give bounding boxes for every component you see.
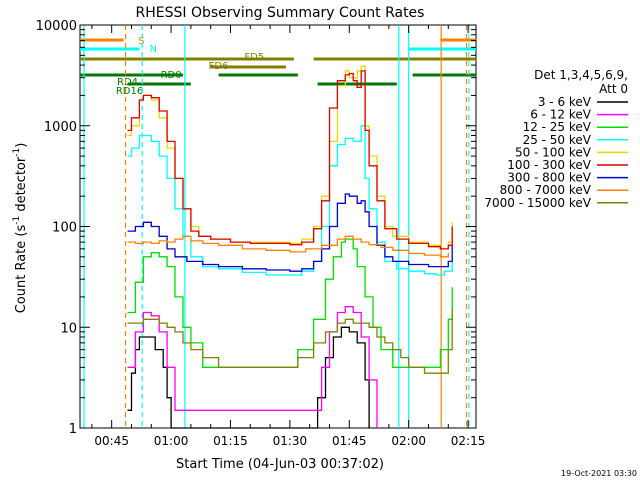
x-tick-label-1: 01:00 [154, 434, 189, 448]
legend-label-8: 7000 - 15000 keV [484, 196, 591, 210]
timestamp: 19-Oct-2021 03:30 [561, 469, 637, 478]
x-tick-label-0: 00:45 [94, 434, 129, 448]
series-line-1 [127, 306, 378, 428]
status-bar-label-rd16: RD16 [116, 86, 143, 97]
status-bar-label-fd6: FD6 [209, 61, 229, 72]
legend-header-1: Det 1,3,4,5,6,9, [534, 68, 628, 82]
x-tick-label-5: 02:00 [391, 434, 426, 448]
legend-label-2: 12 - 25 keV [523, 120, 592, 134]
x-axis-label: Start Time (04-Jun-03 00:37:02) [176, 457, 384, 472]
status-bar-label-rd0: RD0 [161, 70, 182, 81]
axes: 00:45 01:00 01:15 01:30 01:45 02:00 02:15 1 10 10… [36, 19, 486, 448]
series-line-7 [127, 235, 449, 258]
y-tick-label-1: 10 [60, 321, 77, 336]
series-lines [127, 65, 453, 429]
chart-title: RHESSI Observing Summary Count Rates [136, 5, 425, 21]
legend-label-6: 300 - 800 keV [507, 171, 591, 185]
x-tick-label-2: 01:15 [213, 434, 248, 448]
series-line-2 [127, 238, 453, 368]
series-line-8 [127, 309, 453, 374]
y-axis-label-sup1: -1 [12, 216, 22, 225]
y-axis-label: Count Rate (s-1 detector-1) [12, 143, 29, 314]
legend-label-7: 800 - 7000 keV [500, 183, 592, 197]
status-bar-label-n: N [150, 44, 157, 55]
y-axis-label-mid: detector [14, 156, 29, 216]
status-bars: SNFD5FD6RD0RD4RD16 [80, 36, 476, 97]
series-line-5 [127, 70, 453, 250]
x-tick-label-4: 01:45 [332, 434, 367, 448]
y-axis-label-end: ) [14, 143, 29, 148]
status-bar-label-s: S [138, 36, 144, 47]
status-bar-label-fd5: FD5 [244, 52, 264, 63]
legend-label-3: 25 - 50 keV [523, 133, 592, 147]
legend-label-0: 3 - 6 keV [538, 95, 592, 109]
y-axis-label-main: Count Rate (s [14, 225, 29, 314]
legend-header-2: Att 0 [599, 82, 628, 96]
x-tick-label-6: 02:15 [451, 434, 486, 448]
y-tick-label-0: 1 [69, 422, 77, 437]
y-tick-label-4: 10000 [36, 19, 77, 34]
series-line-6 [127, 193, 453, 272]
legend-label-4: 50 - 100 keV [515, 145, 592, 159]
x-tick-label-3: 01:30 [273, 434, 308, 448]
y-axis-label-sup2: -1 [12, 148, 22, 157]
y-tick-label-2: 100 [52, 221, 77, 236]
legend-label-5: 100 - 300 keV [507, 158, 591, 172]
legend-label-1: 6 - 12 keV [530, 108, 592, 122]
y-tick-label-3: 1000 [44, 120, 77, 135]
